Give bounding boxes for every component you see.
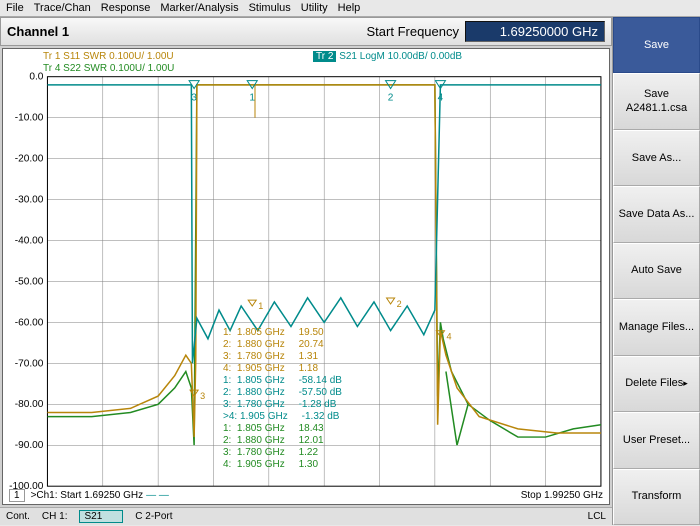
frequency-box: Start Frequency 1.69250000 GHz — [367, 21, 606, 42]
freq-label: Start Frequency — [367, 24, 460, 39]
svg-text:4: 4 — [446, 332, 451, 342]
plot-footer: 1 >Ch1: Start 1.69250 GHz — — Stop 1.992… — [9, 489, 603, 502]
svg-text:-80.00: -80.00 — [15, 399, 44, 410]
marker-row: 3: 1.780 GHz 1.22 — [223, 447, 342, 459]
svg-text:1: 1 — [249, 93, 255, 104]
sidebar-save-a2481-1-csa[interactable]: Save A2481.1.csa — [613, 73, 700, 129]
trace4-label: Tr 4 S22 SWR 0.100U/ 1.00U — [43, 63, 174, 75]
svg-text:-10.00: -10.00 — [15, 113, 44, 124]
svg-text:1: 1 — [258, 301, 263, 311]
svg-text:3: 3 — [200, 391, 205, 401]
status-cont: Cont. — [6, 511, 30, 522]
sidebar-save-data-as---[interactable]: Save Data As... — [613, 186, 700, 242]
start-frequency-input[interactable]: 1.69250000 GHz — [465, 21, 605, 42]
dash-indicator: — — — [146, 490, 169, 501]
menu-tracechan[interactable]: Trace/Chan — [34, 2, 91, 14]
menu-utility[interactable]: Utility — [301, 2, 328, 14]
sidebar-delete-files[interactable]: Delete Files — [613, 356, 700, 412]
top-toolbar: Channel 1 Start Frequency 1.69250000 GHz — [0, 17, 612, 46]
sidebar-manage-files---[interactable]: Manage Files... — [613, 299, 700, 355]
status-lcl: LCL — [588, 511, 606, 522]
menu-stimulus[interactable]: Stimulus — [249, 2, 291, 14]
sidebar-save-as---[interactable]: Save As... — [613, 130, 700, 186]
svg-text:-20.00: -20.00 — [15, 154, 44, 165]
marker-row: 4: 1.905 GHz 1.18 — [223, 363, 342, 375]
svg-text:-30.00: -30.00 — [15, 195, 44, 206]
marker-row: 2: 1.880 GHz 20.74 — [223, 339, 342, 351]
channel-badge: 1 — [9, 489, 25, 502]
marker-row: 2: 1.880 GHz 12.01 — [223, 435, 342, 447]
marker-row: >4: 1.905 GHz -1.32 dB — [223, 411, 342, 423]
main-container: Channel 1 Start Frequency 1.69250000 GHz… — [0, 17, 700, 525]
trace-header: Tr 1 S11 SWR 0.100U/ 1.00U Tr 4 S22 SWR … — [43, 51, 174, 75]
trace2-box: Tr 2 — [313, 51, 336, 62]
svg-text:-40.00: -40.00 — [15, 236, 44, 247]
status-ch: CH 1: — [42, 511, 68, 522]
menubar: File Trace/Chan Response Marker/Analysis Sti… — [0, 0, 700, 17]
svg-text:3: 3 — [191, 93, 197, 104]
status-port: C 2-Port — [135, 511, 172, 522]
sidebar-transform[interactable]: Transform — [613, 469, 700, 525]
trace2-label: S21 LogM 10.00dB/ 0.00dB — [336, 51, 462, 62]
sidebar: SaveSave A2481.1.csaSave As...Save Data … — [612, 17, 700, 525]
menu-response[interactable]: Response — [101, 2, 151, 14]
status-s21[interactable]: S21 — [79, 510, 123, 523]
channel-label: Channel 1 — [7, 24, 69, 39]
trace2-header: Tr 2 S21 LogM 10.00dB/ 0.00dB — [313, 51, 462, 63]
menu-markeranalysis[interactable]: Marker/Analysis — [160, 2, 238, 14]
svg-text:4: 4 — [438, 93, 444, 104]
svg-text:-50.00: -50.00 — [15, 276, 44, 287]
svg-text:0.0: 0.0 — [29, 72, 43, 83]
start-freq-text: >Ch1: Start 1.69250 GHz — [31, 490, 144, 501]
menu-help[interactable]: Help — [338, 2, 361, 14]
plot-area[interactable]: Tr 1 S11 SWR 0.100U/ 1.00U Tr 4 S22 SWR … — [2, 48, 610, 505]
sidebar-auto-save[interactable]: Auto Save — [613, 243, 700, 299]
marker-row: 2: 1.880 GHz -57.50 dB — [223, 387, 342, 399]
svg-text:2: 2 — [397, 299, 402, 309]
menu-file[interactable]: File — [6, 2, 24, 14]
marker-row: 1: 1.805 GHz 19.50 — [223, 327, 342, 339]
marker-row: 1: 1.805 GHz 18.43 — [223, 423, 342, 435]
left-panel: Channel 1 Start Frequency 1.69250000 GHz… — [0, 17, 612, 525]
svg-text:-60.00: -60.00 — [15, 317, 44, 328]
sidebar-user-preset---[interactable]: User Preset... — [613, 412, 700, 468]
marker-row: 4: 1.905 GHz 1.30 — [223, 459, 342, 471]
svg-text:-70.00: -70.00 — [15, 358, 44, 369]
marker-table: 1: 1.805 GHz 19.502: 1.880 GHz 20.743: 1… — [223, 327, 342, 471]
marker-row: 3: 1.780 GHz 1.31 — [223, 351, 342, 363]
svg-text:-90.00: -90.00 — [15, 440, 44, 451]
marker-row: 3: 1.780 GHz -1.28 dB — [223, 399, 342, 411]
svg-text:2: 2 — [388, 93, 394, 104]
stop-freq-text: Stop 1.99250 GHz — [521, 490, 603, 501]
marker-row: 1: 1.805 GHz -58.14 dB — [223, 375, 342, 387]
sidebar-save[interactable]: Save — [613, 17, 700, 73]
trace1-label: Tr 1 S11 SWR 0.100U/ 1.00U — [43, 51, 174, 63]
status-bar: Cont. CH 1: S21 C 2-Port LCL — [0, 507, 612, 525]
